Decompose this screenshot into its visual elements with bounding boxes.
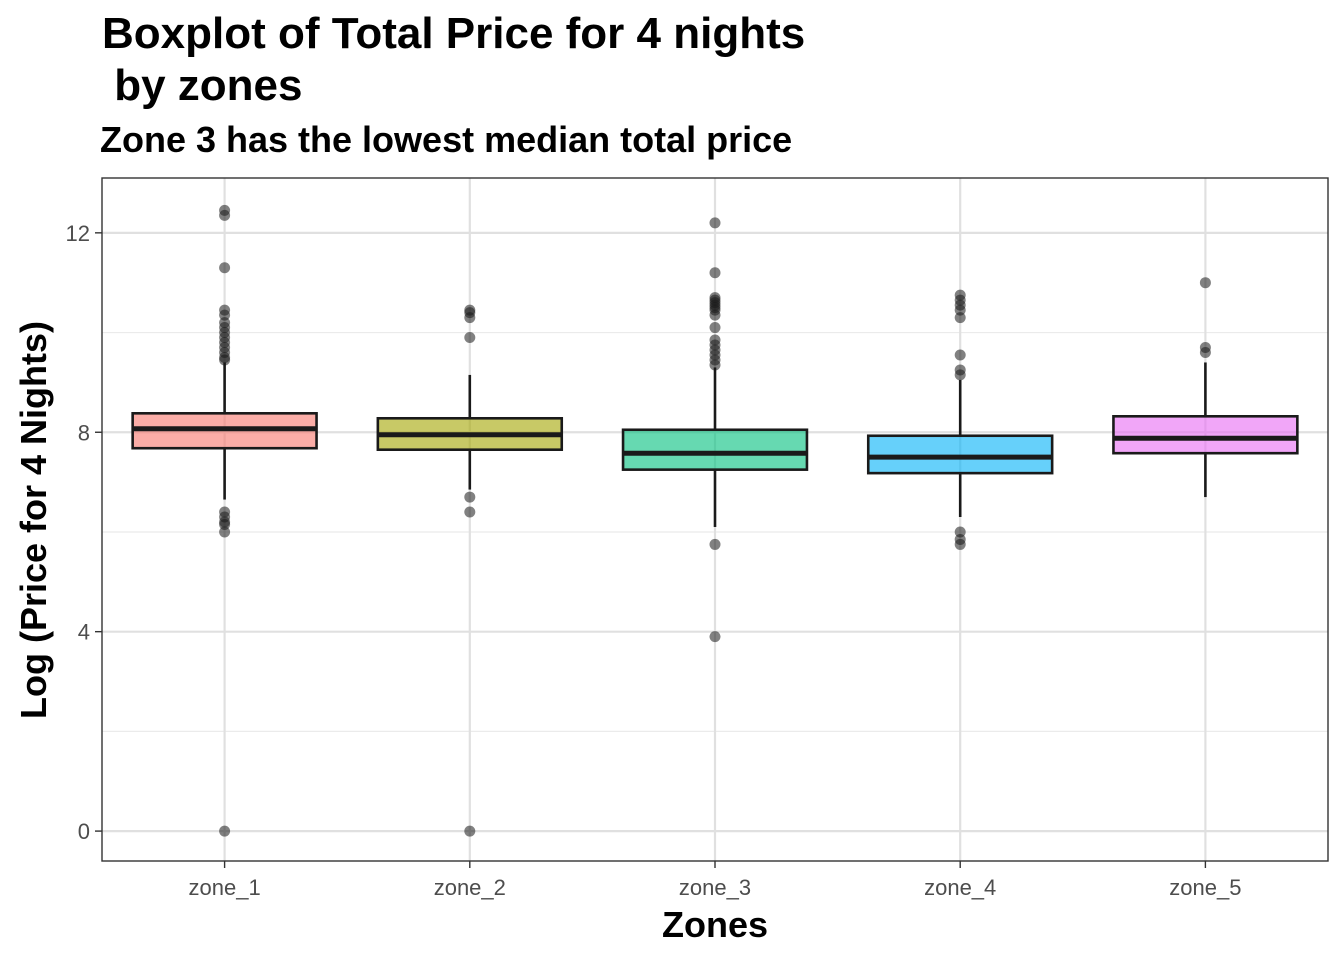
box-body <box>1112 415 1299 455</box>
x-tick-label: zone_1 <box>189 875 261 900</box>
outlier-point <box>954 349 966 361</box>
y-tick-label: 4 <box>78 620 90 645</box>
box-series <box>131 204 1299 837</box>
outlier-point <box>954 369 966 381</box>
x-axis-title: Zones <box>662 904 768 945</box>
box-zone_5 <box>1112 277 1299 498</box>
outlier-point <box>954 312 966 324</box>
outlier-point <box>219 354 231 366</box>
box-body <box>866 434 1054 475</box>
outlier-point <box>464 312 476 324</box>
y-tick-label: 8 <box>78 420 90 445</box>
chart-subtitle: Zone 3 has the lowest median total price <box>100 119 793 160</box>
outlier-point <box>1199 346 1211 358</box>
y-axis-title: Log (Price for 4 Nights) <box>13 321 54 719</box>
outlier-point <box>709 631 721 643</box>
x-tick-label: zone_5 <box>1169 875 1241 900</box>
x-tick-label: zone_4 <box>924 875 996 900</box>
outlier-point <box>219 825 231 837</box>
y-tick-label: 0 <box>78 819 90 844</box>
outlier-point <box>709 359 721 371</box>
outlier-point <box>464 825 476 837</box>
outlier-point <box>464 491 476 503</box>
outlier-point <box>464 506 476 518</box>
outlier-point <box>1199 277 1211 289</box>
y-tick-label: 12 <box>66 221 90 246</box>
axes: 0 4 8 12 zone_1 zone_2 zone_3 zone_4 zone_5 <box>66 221 1242 900</box>
outlier-point <box>709 309 721 321</box>
outlier-point <box>464 332 476 344</box>
outlier-point <box>709 267 721 279</box>
box-zone_2 <box>376 304 564 837</box>
outlier-point <box>709 217 721 229</box>
x-tick-label: zone_2 <box>434 875 506 900</box>
box-zone_3 <box>621 217 809 643</box>
outlier-point <box>219 526 231 538</box>
box-zone_1 <box>131 204 318 837</box>
outlier-point <box>219 209 231 221</box>
box-zone_4 <box>866 289 1054 550</box>
outlier-point <box>219 262 231 274</box>
outlier-point <box>709 322 721 334</box>
outlier-point <box>709 538 721 550</box>
chart-title: Boxplot of Total Price for 4 nights by z… <box>102 9 806 110</box>
outlier-point <box>954 538 966 550</box>
box-body <box>621 428 809 471</box>
x-tick-label: zone_3 <box>679 875 751 900</box>
